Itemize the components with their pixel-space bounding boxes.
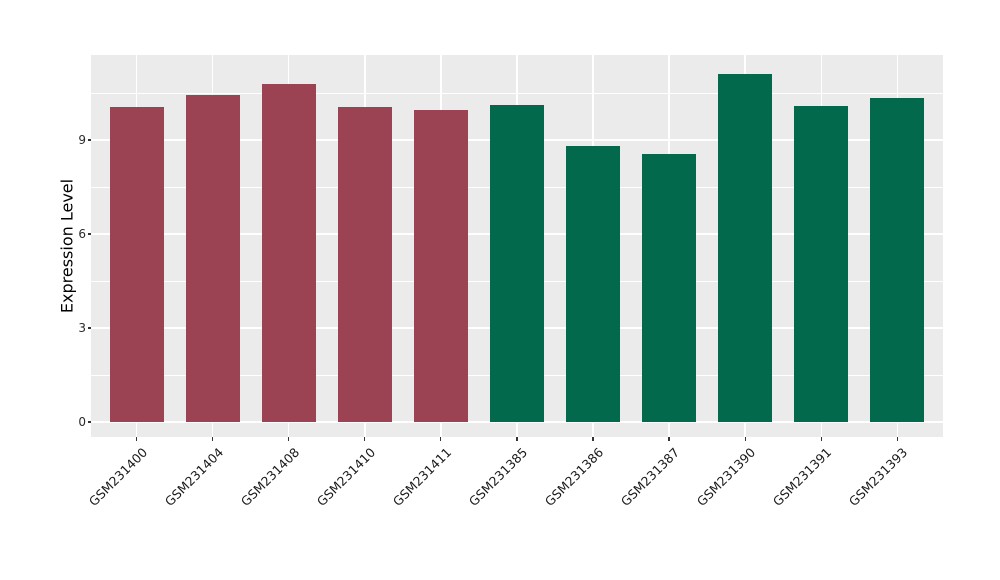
bar-GSM231411 <box>413 109 468 422</box>
y-tick-mark <box>87 139 91 141</box>
bar-GSM231393 <box>870 98 925 422</box>
bar-GSM231386 <box>566 145 621 422</box>
bar-GSM231408 <box>261 84 316 422</box>
bar-GSM231400 <box>109 106 164 422</box>
x-tick-mark <box>744 437 746 441</box>
x-tick-mark <box>668 437 670 441</box>
x-tick-label-GSM231390: GSM231390 <box>693 444 759 510</box>
x-tick-label-GSM231393: GSM231393 <box>846 444 911 510</box>
bar-GSM231387 <box>642 154 697 422</box>
x-tick-label-GSM231400: GSM231400 <box>85 444 150 510</box>
x-tick-label-GSM231391: GSM231391 <box>769 444 835 510</box>
y-tick-label: 6 <box>78 227 86 242</box>
y-tick-label: 0 <box>78 415 86 429</box>
x-tick-mark <box>896 437 898 441</box>
y-axis-title: Expression Level <box>57 178 77 314</box>
x-tick-label-GSM231410: GSM231410 <box>313 444 378 510</box>
plot-panel <box>91 55 943 437</box>
x-tick-mark <box>136 437 138 441</box>
y-tick-label: 3 <box>78 321 86 335</box>
bar-GSM231385 <box>489 104 544 422</box>
x-tick-label-GSM231385: GSM231385 <box>465 444 531 510</box>
x-tick-mark <box>212 437 214 441</box>
x-tick-label-GSM231386: GSM231386 <box>541 444 607 510</box>
x-tick-label-GSM231411: GSM231411 <box>389 444 455 510</box>
x-tick-label-GSM231387: GSM231387 <box>617 444 683 510</box>
y-tick-mark <box>87 233 91 235</box>
x-tick-label-GSM231408: GSM231408 <box>237 444 302 510</box>
x-tick-mark <box>820 437 822 441</box>
y-tick-label: 9 <box>78 133 86 148</box>
x-tick-mark <box>364 437 366 441</box>
x-tick-label-GSM231404: GSM231404 <box>161 444 226 510</box>
bar-GSM231410 <box>337 106 392 422</box>
bar-GSM231390 <box>718 73 773 422</box>
bar-GSM231391 <box>794 105 849 422</box>
x-tick-mark <box>516 437 518 441</box>
x-tick-mark <box>288 437 290 441</box>
x-tick-mark <box>592 437 594 441</box>
x-tick-mark <box>440 437 442 441</box>
y-tick-mark <box>87 421 91 423</box>
y-tick-mark <box>87 327 91 329</box>
bar-GSM231404 <box>185 94 240 422</box>
